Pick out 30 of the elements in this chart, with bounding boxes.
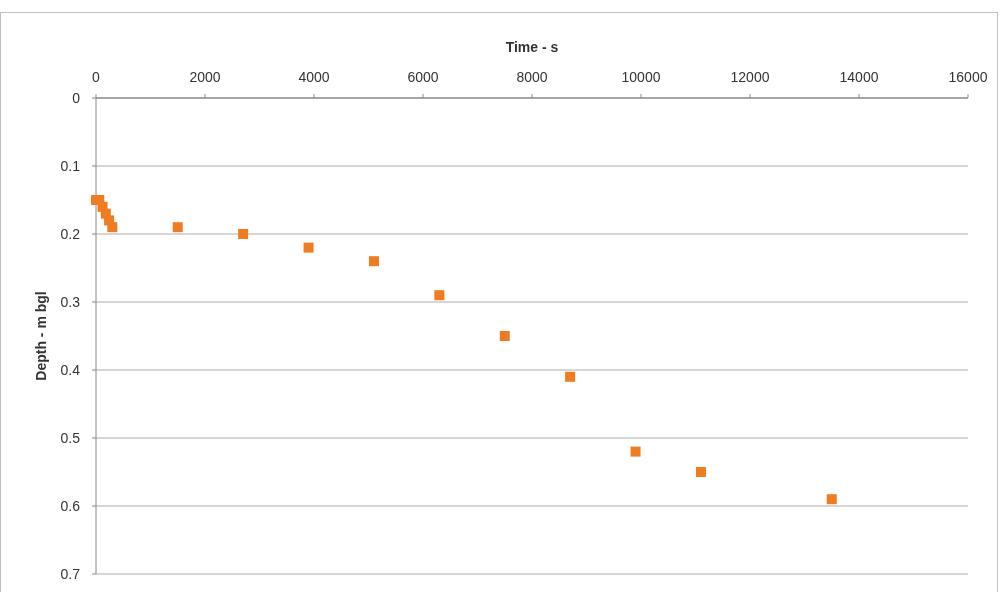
x-tick-label: 16000 — [948, 69, 988, 85]
x-tick-label: 12000 — [730, 69, 770, 85]
y-axis-title: Depth - m bgl — [33, 291, 49, 381]
point — [499, 331, 510, 341]
x-tick-label: 2000 — [189, 69, 221, 85]
y-tick-label: 0.4 — [60, 362, 81, 378]
x-tick-label: 10000 — [621, 69, 661, 85]
point — [368, 256, 379, 267]
point — [695, 467, 706, 477]
y-tick-label: 0 — [72, 90, 81, 106]
point — [826, 494, 837, 505]
x-tick-label: 14000 — [839, 69, 879, 85]
x-tick-label: 0 — [92, 69, 101, 85]
y-tick-label: 0.5 — [60, 430, 81, 446]
x-tick-label: 6000 — [407, 69, 439, 85]
x-tick-label: 4000 — [298, 69, 330, 85]
point — [303, 242, 314, 253]
point — [565, 371, 576, 382]
y-tick-label: 0.7 — [60, 566, 81, 582]
point — [107, 222, 118, 233]
point — [630, 446, 641, 457]
x-tick-label: 8000 — [516, 69, 548, 85]
y-tick-label: 0.1 — [60, 158, 81, 174]
point — [434, 290, 445, 301]
y-tick-label: 0.2 — [60, 226, 81, 242]
y-tick-label: 0.3 — [60, 294, 81, 310]
x-axis-title: Time - s — [505, 39, 559, 55]
point — [172, 222, 183, 233]
point — [238, 229, 249, 239]
y-tick-label: 0.6 — [60, 498, 81, 514]
